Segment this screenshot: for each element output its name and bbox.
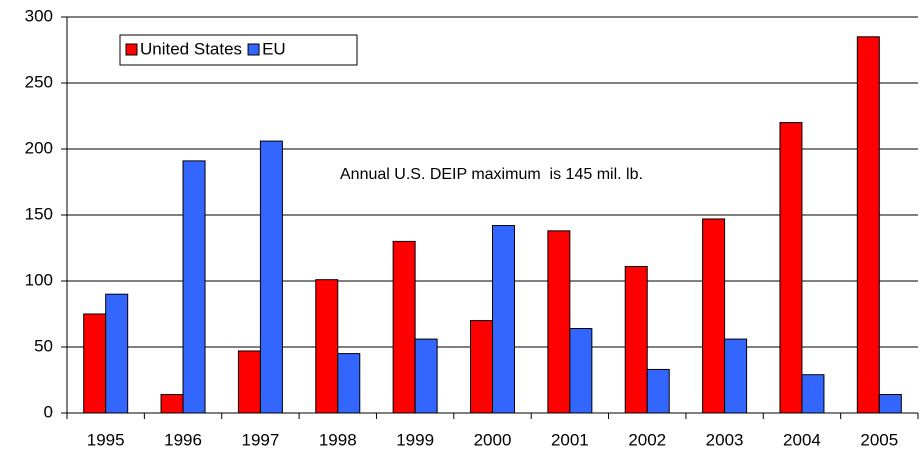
- bar: [83, 313, 107, 414]
- x-tick-label: 2003: [706, 430, 744, 449]
- x-tick-label: 1999: [396, 430, 434, 449]
- x-tick-label: 2001: [551, 430, 589, 449]
- y-tick-label: 200: [25, 138, 53, 157]
- bar: [182, 160, 206, 414]
- bar: [392, 240, 416, 414]
- y-tick-label: 150: [25, 204, 53, 223]
- x-tick-label: 2000: [474, 430, 512, 449]
- bar: [569, 328, 593, 414]
- y-tick-label: 100: [25, 270, 53, 289]
- bar: [470, 320, 493, 414]
- bar: [779, 122, 803, 414]
- x-tick-label: 2004: [783, 430, 821, 449]
- x-tick-label: 1998: [319, 430, 357, 449]
- bar: [414, 338, 438, 414]
- bar: [315, 279, 339, 414]
- bar: [856, 36, 880, 414]
- bar: [801, 374, 825, 414]
- y-tick-label: 250: [25, 72, 53, 91]
- bar: [702, 218, 726, 414]
- bar: [646, 368, 670, 414]
- legend-swatch: [247, 43, 260, 56]
- x-tick-label: 2002: [628, 430, 666, 449]
- x-tick-label: 1996: [164, 430, 202, 449]
- y-tick-label: 0: [44, 402, 53, 421]
- bar: [237, 350, 261, 414]
- bar: [878, 394, 902, 414]
- legend-box: [119, 34, 358, 66]
- annotation: Annual U.S. DEIP maximum is 145 mil. lb.: [340, 166, 643, 183]
- x-tick-label: 1997: [241, 430, 279, 449]
- y-tick-label: 50: [34, 336, 53, 355]
- legend-label: EU: [262, 39, 286, 58]
- bar: [105, 293, 129, 414]
- bar: [547, 230, 571, 414]
- legend-swatch: [125, 43, 138, 56]
- legend-label: United States: [140, 39, 242, 58]
- x-tick-label: 2005: [860, 430, 898, 449]
- bar: [160, 394, 184, 414]
- bar: [492, 225, 515, 414]
- bar: [337, 353, 361, 414]
- bar: [259, 140, 283, 414]
- bar: [624, 265, 648, 414]
- y-tick-label: 300: [25, 6, 53, 25]
- x-tick-label: 1995: [87, 430, 125, 449]
- bar: [724, 338, 748, 414]
